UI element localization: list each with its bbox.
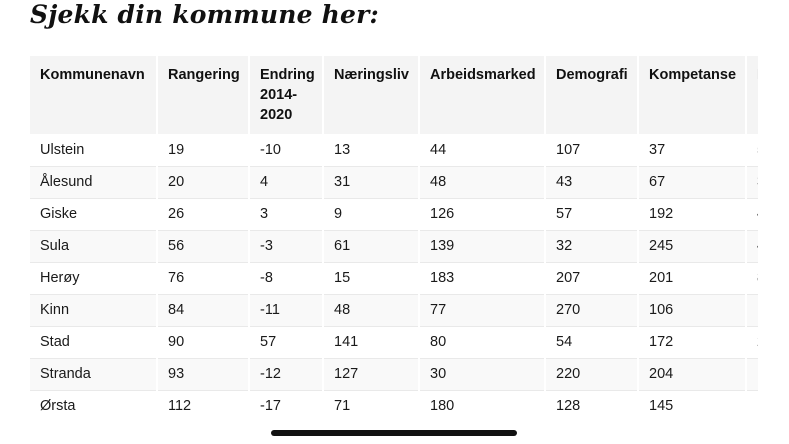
table-cell: 77 bbox=[419, 294, 546, 327]
table-cell: 4 bbox=[249, 166, 324, 199]
table-cell: -8 bbox=[249, 262, 324, 295]
table-cell: 183 bbox=[419, 262, 546, 295]
table-cell: 48 bbox=[419, 166, 546, 199]
table-cell: 44 bbox=[419, 134, 546, 167]
table-cell: 207 bbox=[545, 262, 639, 295]
municipality-table: Kommunenavn Rangering Endring 2014-2020 … bbox=[30, 56, 758, 420]
table-cell: 1 bbox=[746, 358, 758, 391]
table-cell: Giske bbox=[30, 198, 158, 231]
table-cell: 106 bbox=[638, 294, 747, 327]
column-header-endring[interactable]: Endring 2014-2020 bbox=[249, 56, 324, 134]
table-cell: 76 bbox=[157, 262, 250, 295]
table-cell: 145 bbox=[638, 390, 747, 420]
table-cell: 201 bbox=[638, 262, 747, 295]
table-cell: 48 bbox=[323, 294, 420, 327]
table-cell: Stranda bbox=[30, 358, 158, 391]
table-cell: 1 bbox=[746, 294, 758, 327]
table-cell: Ulstein bbox=[30, 134, 158, 167]
table-cell: Sula bbox=[30, 230, 158, 263]
table-cell: 56 bbox=[157, 230, 250, 263]
table-row: Ålesund204314843673 bbox=[30, 166, 758, 199]
column-header-demografi[interactable]: Demografi bbox=[545, 56, 639, 134]
table-row: Stad905714180541722 bbox=[30, 326, 758, 359]
table-row: Giske2639126571924 bbox=[30, 198, 758, 231]
table-cell: 43 bbox=[545, 166, 639, 199]
table-cell: 8 bbox=[746, 262, 758, 295]
table-cell: 245 bbox=[638, 230, 747, 263]
table-body: Ulstein19-101344107375Ålesund20431484367… bbox=[30, 134, 758, 420]
table-cell: Ålesund bbox=[30, 166, 158, 199]
table-cell: 4 bbox=[746, 230, 758, 263]
table-cell: 141 bbox=[323, 326, 420, 359]
table-cell: 126 bbox=[419, 198, 546, 231]
table-cell: 172 bbox=[638, 326, 747, 359]
table-cell: -17 bbox=[249, 390, 324, 420]
table-cell: 90 bbox=[157, 326, 250, 359]
table-cell: 127 bbox=[323, 358, 420, 391]
table-cell: 54 bbox=[545, 326, 639, 359]
table-cell: 180 bbox=[419, 390, 546, 420]
table-cell: 3 bbox=[249, 198, 324, 231]
table-cell: 270 bbox=[545, 294, 639, 327]
table-cell: 32 bbox=[545, 230, 639, 263]
column-header-kommunenavn[interactable]: Kommunenavn bbox=[30, 56, 158, 134]
municipality-table-container[interactable]: Kommunenavn Rangering Endring 2014-2020 … bbox=[30, 56, 758, 420]
table-cell: 37 bbox=[638, 134, 747, 167]
table-cell: 80 bbox=[419, 326, 546, 359]
table-cell: -10 bbox=[249, 134, 324, 167]
table-cell: 13 bbox=[323, 134, 420, 167]
table-cell: -3 bbox=[249, 230, 324, 263]
column-header-naeringsliv[interactable]: Næringsliv bbox=[323, 56, 420, 134]
table-cell: 192 bbox=[638, 198, 747, 231]
table-cell: 31 bbox=[323, 166, 420, 199]
home-indicator[interactable] bbox=[271, 430, 517, 436]
table-cell: -12 bbox=[249, 358, 324, 391]
column-header-arbeidsmarked[interactable]: Arbeidsmarked bbox=[419, 56, 546, 134]
table-cell: 30 bbox=[419, 358, 546, 391]
table-cell: 9 bbox=[323, 198, 420, 231]
table-cell: 57 bbox=[545, 198, 639, 231]
table-cell: 5 bbox=[746, 134, 758, 167]
table-cell: 84 bbox=[157, 294, 250, 327]
table-cell: 107 bbox=[545, 134, 639, 167]
table-cell: 15 bbox=[323, 262, 420, 295]
table-cell: 3 bbox=[746, 166, 758, 199]
table-cell: 204 bbox=[638, 358, 747, 391]
table-cell: 26 bbox=[157, 198, 250, 231]
table-cell: Kinn bbox=[30, 294, 158, 327]
table-cell: 67 bbox=[638, 166, 747, 199]
table-cell: 112 bbox=[157, 390, 250, 420]
table-cell: 139 bbox=[419, 230, 546, 263]
table-cell: 220 bbox=[545, 358, 639, 391]
table-cell: 2 bbox=[746, 326, 758, 359]
table-cell: 20 bbox=[157, 166, 250, 199]
table-cell: 57 bbox=[249, 326, 324, 359]
page-title: Sjekk din kommune her: bbox=[30, 0, 379, 29]
table-cell: Herøy bbox=[30, 262, 158, 295]
table-cell: 4 bbox=[746, 198, 758, 231]
table-cell: -11 bbox=[249, 294, 324, 327]
column-header-rangering[interactable]: Rangering bbox=[157, 56, 250, 134]
table-cell: 1 bbox=[746, 390, 758, 420]
table-cell: Ørsta bbox=[30, 390, 158, 420]
table-cell: 61 bbox=[323, 230, 420, 263]
table-cell: 128 bbox=[545, 390, 639, 420]
column-header-kompetanse[interactable]: Kompetanse bbox=[638, 56, 747, 134]
table-cell: Stad bbox=[30, 326, 158, 359]
table-header-row: Kommunenavn Rangering Endring 2014-2020 … bbox=[30, 56, 758, 134]
column-header-truncated[interactable]: I bbox=[746, 56, 758, 134]
table-cell: 93 bbox=[157, 358, 250, 391]
table-cell: 19 bbox=[157, 134, 250, 167]
table-cell: 71 bbox=[323, 390, 420, 420]
